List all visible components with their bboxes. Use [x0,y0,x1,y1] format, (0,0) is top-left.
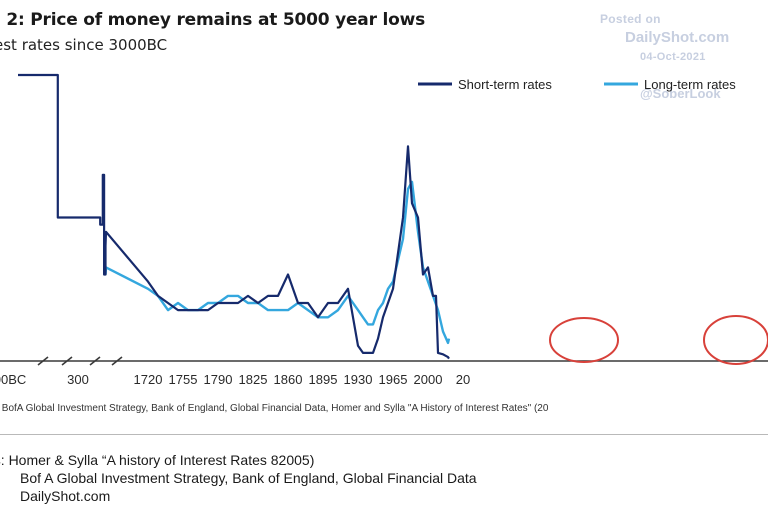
note-line-2: Bof A Global Investment Strategy, Bank o… [20,470,477,486]
series-layer [18,73,451,360]
x-tick-label: 2000 [414,372,443,387]
x-tick-label: 20 [456,372,470,387]
break-mark-1 [37,356,49,366]
annotation-circle-1930s [549,317,619,363]
watermark-site: DailyShot.com [625,29,730,46]
x-tick-label: 00BC [0,372,26,387]
watermark-posted: Posted on [600,12,661,26]
legend-long-term-label: Long-term rates [644,77,736,92]
legend-short-term-label: Short-term rates [458,77,552,92]
x-tick-label: 1965 [379,372,408,387]
x-tick-label: 1755 [169,372,198,387]
x-tick-label: 1930 [344,372,373,387]
divider [0,434,768,435]
chart-title: : 2: Price of money remains at 5000 year… [0,10,426,30]
break-mark-4 [111,356,123,366]
annotations [549,315,768,365]
x-tick-label: 300 [67,372,89,387]
x-tick-label: 1895 [309,372,338,387]
x-tick-label: 1825 [239,372,268,387]
line-chart: 00BC 300 1720 1755 1790 1825 1860 1895 1930 1965 2… [0,73,768,387]
annotation-circle-2010s [703,315,768,365]
x-tick-label: 1860 [274,372,303,387]
watermark-date: 04-Oct-2021 [640,51,706,63]
watermark-handle: @SoberLook [640,86,721,101]
legend: Short-term rates Long-term rates [418,77,736,92]
x-tick-label: 1790 [204,372,233,387]
break-mark-3 [89,356,101,366]
break-mark-2 [61,356,73,366]
note-line-1: es: Homer & Sylla “A history of Interest… [0,452,315,468]
x-tick-label: 1720 [134,372,163,387]
series-line-short-term [18,73,450,360]
note-line-3: DailyShot.com [20,488,111,504]
x-axis: 00BC 300 1720 1755 1790 1825 1860 1895 1930 1965 2… [0,356,768,387]
chart-subtitle: est rates since 3000BC [0,36,168,54]
sources-caption: s BofA Global Investment Strategy, Bank … [0,403,549,414]
